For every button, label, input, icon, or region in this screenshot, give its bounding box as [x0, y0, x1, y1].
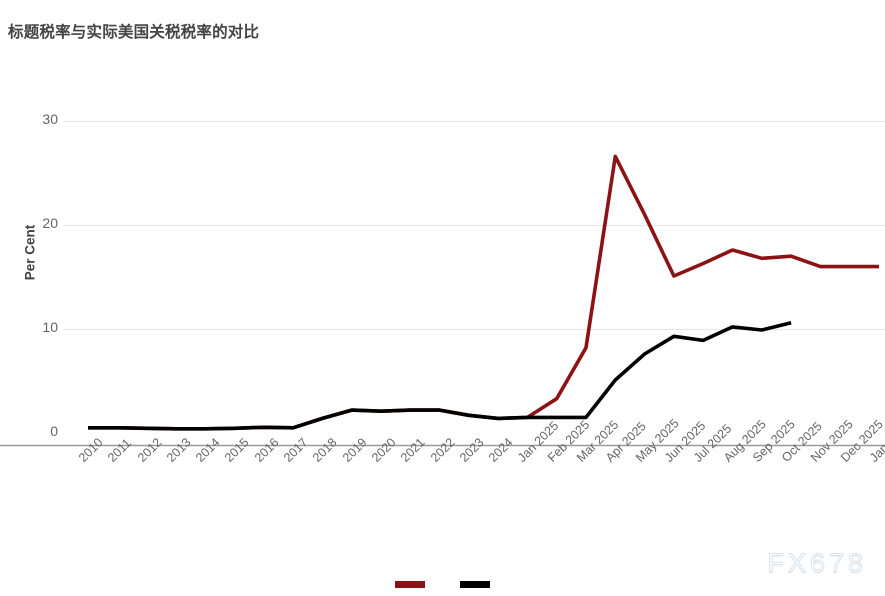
watermark-fx678: FX678	[767, 548, 867, 579]
chart-title: 标题税率与实际美国关税税率的对比	[8, 24, 260, 41]
y-tick-label: 0	[50, 423, 58, 439]
series-lines	[88, 154, 879, 431]
plot-area	[0, 120, 885, 447]
series-line-headline-tariff-rate	[88, 154, 879, 431]
headline-series-swatch[interactable]	[395, 581, 425, 588]
gridlines	[64, 120, 885, 331]
y-tick-label: 30	[42, 111, 58, 127]
effective-series-swatch[interactable]	[460, 581, 490, 588]
series-line-effective-tariff-rate	[88, 321, 792, 431]
y-tick-label: 20	[42, 215, 58, 231]
y-tick-label: 10	[42, 319, 58, 335]
